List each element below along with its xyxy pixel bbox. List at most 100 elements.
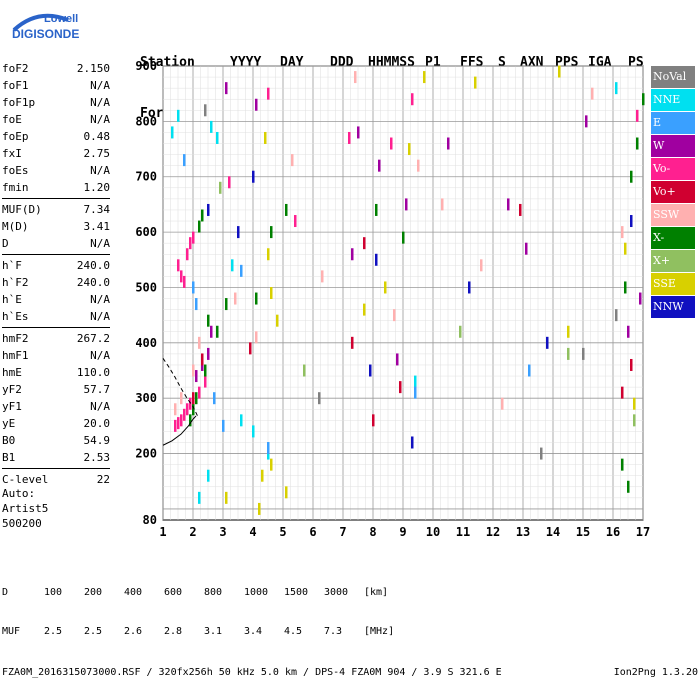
echo-mark (204, 104, 207, 117)
x-tick-label: 9 (399, 525, 406, 539)
footer-row-value: 1500 (284, 587, 309, 598)
echo-mark (372, 414, 375, 427)
echo-mark (636, 109, 639, 122)
echo-mark (318, 392, 321, 405)
echo-mark (177, 259, 180, 272)
param-name: foE (2, 113, 22, 126)
echo-mark (228, 176, 231, 189)
param-row: hmF1 N/A (2, 347, 110, 364)
echo-mark (192, 392, 195, 405)
echo-mark (375, 203, 378, 216)
param-name: yF2 (2, 383, 22, 396)
echo-mark (192, 403, 195, 416)
param-row: fmin 1.20 (2, 179, 110, 196)
echo-mark (270, 458, 273, 471)
x-tick-label: 11 (456, 525, 470, 539)
autoscaling-info: Auto: Artist5 500200 (2, 486, 48, 531)
logo-line2: DIGISONDE (12, 27, 79, 41)
echo-mark (621, 458, 624, 471)
echo-mark (192, 231, 195, 244)
legend-item: NNW (651, 296, 695, 318)
footer-row-value: 2.5 (84, 626, 103, 637)
echo-mark (378, 159, 381, 172)
param-name: h`Es (2, 310, 29, 323)
footer-info: FZA0M_2016315073000.RSF / 320fx256h 50 k… (2, 667, 502, 678)
legend-item: SSW (651, 204, 695, 226)
echo-mark (198, 220, 201, 233)
footer-row-value: [MHz] (364, 626, 395, 637)
echo-mark (213, 392, 216, 405)
param-row: D N/A (2, 235, 110, 252)
param-value: 22 (96, 473, 110, 486)
param-value: N/A (90, 79, 110, 92)
param-value: N/A (90, 164, 110, 177)
param-name: hmF1 (2, 349, 29, 362)
x-tick-label: 15 (576, 525, 590, 539)
echo-mark (546, 336, 549, 349)
echo-mark (627, 325, 630, 338)
echo-mark (231, 259, 234, 272)
param-row: hmE 110.0 (2, 364, 110, 381)
echo-mark (633, 397, 636, 410)
y-tick-label: 900 (135, 59, 157, 73)
param-row: foF1 N/A (2, 77, 110, 94)
echo-mark (393, 309, 396, 322)
footer-row-value: 100 (44, 587, 63, 598)
echo-mark (252, 425, 255, 438)
echo-mark (558, 65, 561, 78)
param-value: 2.75 (83, 147, 111, 160)
echo-mark (180, 270, 183, 283)
echo-mark (180, 414, 183, 427)
x-tick-label: 13 (516, 525, 530, 539)
echo-mark (591, 87, 594, 100)
footer-row-value: 800 (204, 587, 223, 598)
echo-mark (294, 215, 297, 228)
param-name: foF1 (2, 79, 29, 92)
echo-mark (459, 325, 462, 338)
param-row: foE N/A (2, 111, 110, 128)
echo-mark (417, 159, 420, 172)
footer-row-value: 200 (84, 587, 103, 598)
param-row: B1 2.53 (2, 449, 110, 466)
echo-mark (285, 486, 288, 499)
param-row: yF1 N/A (2, 398, 110, 415)
echo-mark (195, 392, 198, 405)
footer: D 100 200 400 600 800 1000 1500 3000 [km] MUF 2.5 2… (2, 560, 698, 692)
echo-mark (198, 336, 201, 349)
param-value: 240.0 (76, 259, 110, 272)
param-value: 2.150 (76, 62, 110, 75)
echo-mark (351, 248, 354, 261)
echo-mark (255, 331, 258, 344)
param-separator (2, 198, 110, 199)
param-name: h`F2 (2, 276, 29, 289)
param-value: N/A (90, 96, 110, 109)
echo-mark (183, 154, 186, 167)
echo-mark (189, 237, 192, 250)
footer-row-value: 400 (124, 587, 143, 598)
param-name: M(D) (2, 220, 29, 233)
legend-item: E (651, 112, 695, 134)
echo-mark (642, 93, 645, 106)
x-tick-label: 1 (159, 525, 166, 539)
param-separator (2, 254, 110, 255)
echo-mark (216, 131, 219, 144)
param-value: 20.0 (83, 417, 111, 430)
echo-mark (375, 253, 378, 266)
param-name: hmE (2, 366, 22, 379)
param-name: B0 (2, 434, 16, 447)
echo-mark (261, 469, 264, 482)
x-tick-label: 8 (369, 525, 376, 539)
echo-mark (633, 414, 636, 427)
x-tick-label: 7 (339, 525, 346, 539)
param-value: 267.2 (76, 332, 110, 345)
param-value: N/A (90, 113, 110, 126)
footer-row-value: 2.8 (164, 626, 183, 637)
y-tick-label: 300 (135, 391, 157, 405)
echo-mark (210, 120, 213, 133)
logo-line1: Lowell (44, 13, 78, 25)
param-row: MUF(D) 7.34 (2, 201, 110, 218)
echo-mark (624, 281, 627, 294)
echo-mark (585, 115, 588, 128)
param-row: yF2 57.7 (2, 381, 110, 398)
param-name: MUF(D) (2, 203, 42, 216)
